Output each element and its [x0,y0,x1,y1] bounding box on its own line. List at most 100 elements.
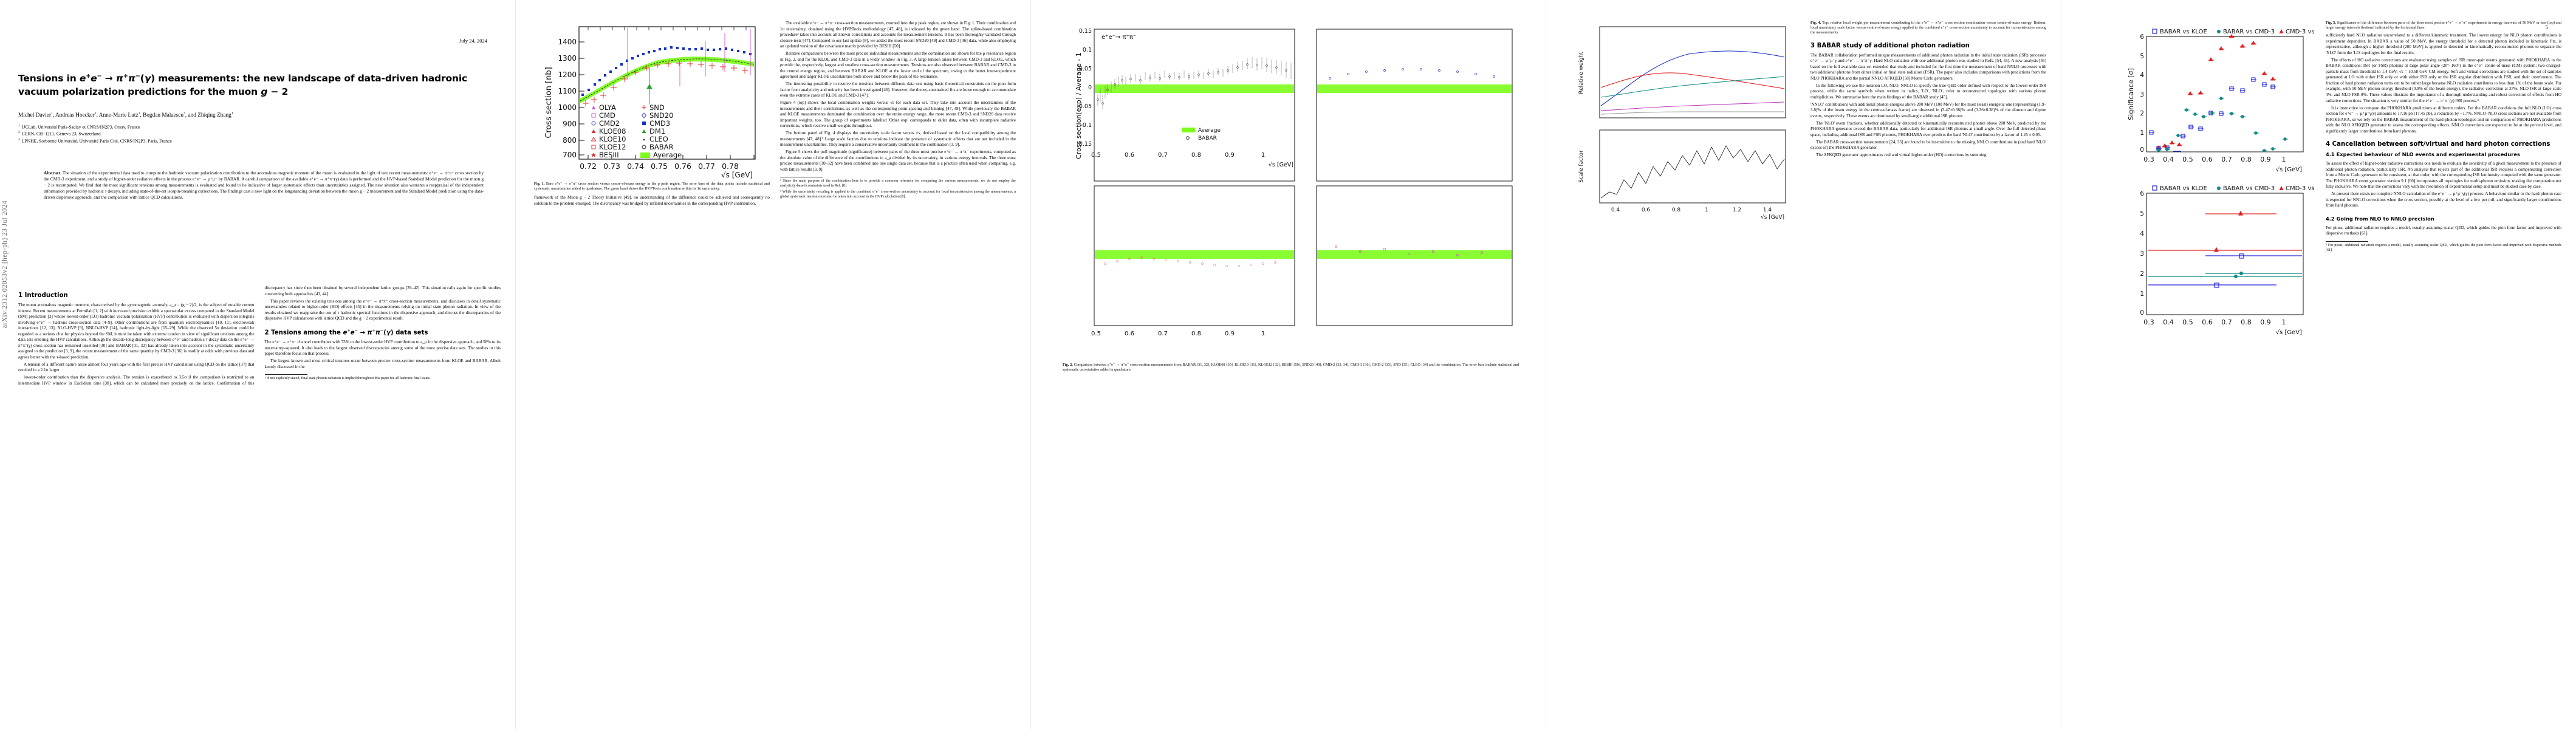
svg-text:0.6: 0.6 [2202,318,2213,326]
figure-2-caption-text: Comparison between e⁺e⁻ → π⁺π⁻ cross-sec… [1063,363,1519,372]
svg-text:Average: Average [1198,128,1221,134]
footnote-rule [264,374,307,375]
svg-text:1: 1 [2140,129,2144,137]
svg-text:KLOE08: KLOE08 [599,127,626,135]
svg-text:CLEO: CLEO [649,135,668,143]
section-heading-exp-soft: 4.1 Expected behaviour of NLO events and… [2326,151,2520,158]
svg-text:0.77: 0.77 [698,162,715,171]
preprint-date: July 24, 2024 [459,38,487,44]
page2-body: Cross section [nb] 1400 1300 1200 1100 100… [534,21,1016,716]
svg-text:0.8: 0.8 [2241,156,2252,163]
figure-4-caption-text: Top: relative local weight per measureme… [1810,21,2046,35]
svg-text:0.76: 0.76 [674,162,691,171]
svg-text:0.9: 0.9 [2260,156,2271,163]
svg-text:KLOE12: KLOE12 [599,143,626,151]
page-title: Tensions in e+e− → π+π−(γ) measurements:… [18,72,468,97]
svg-text:0.9: 0.9 [1225,152,1235,159]
svg-text:1: 1 [2140,290,2144,298]
folio: 5 [2545,24,2549,30]
figure-4-caption: Fig. 4. Top: relative local weight per m… [1810,21,2046,36]
svg-text:0.8: 0.8 [1191,330,1201,337]
svg-text:0.1: 0.1 [1083,47,1092,53]
svg-text:√s [GeV]: √s [GeV] [1761,214,1784,221]
figure-1-xlabel: √s [GeV] [721,171,753,179]
page-4: 4 Relative weight [1546,0,2061,729]
svg-text:0.7: 0.7 [1158,330,1168,337]
svg-text:BESIII: BESIII [599,151,619,159]
paragraph: At present there exists no complete NNLO… [2326,191,2561,208]
paragraph: The interesting possibility to resolve t… [780,81,1016,98]
svg-text:6: 6 [2140,190,2144,197]
paragraph: lowest-order contribution than the dispe… [18,286,501,386]
svg-text:√s [GeV]: √s [GeV] [1269,162,1293,168]
svg-text:-0.05: -0.05 [1077,103,1092,110]
figure-5-svg: BABAR vs KLOE BABAR vs CMD-3 CMD-3 vs KL… [2088,21,2315,361]
figure-2-svg: Cross section(exp) / Average - 1 0.15 0.1… [1063,21,1519,361]
svg-text:1000: 1000 [558,103,577,112]
svg-text:2: 2 [2140,110,2144,117]
page5-body: BABAR vs KLOE BABAR vs CMD-3 CMD-3 vs KL… [2080,21,2561,716]
svg-text:1200: 1200 [558,70,577,79]
section-heading-tensions: 2 Tensions among the e+e− → π+π−(γ) data… [264,328,428,336]
svg-text:SND: SND [649,103,665,112]
affiliation-text: IJCLab, Université Paris-Saclay et CNRS/… [21,124,140,130]
svg-text:0.6: 0.6 [1125,330,1134,337]
arxiv-stamp: arXiv:2312.02053v2 [hep-ph] 23 Jul 2024 [1,200,9,329]
figure-2-caption-label: Fig. 2. [1063,363,1073,367]
svg-text:0.9: 0.9 [2260,318,2271,326]
affiliation-list: 1 IJCLab, Université Paris-Saclay et CNRS… [18,124,501,145]
affiliation-item: 1 IJCLab, Université Paris-Saclay et CNRS… [18,124,501,131]
svg-text:CMD3: CMD3 [649,119,670,128]
affiliation-item: 2 CERN, CH–1211, Geneva 23, Switzerland [18,131,501,137]
page1-body: 1 Introduction The muon anomalous magnet… [18,286,501,716]
svg-text:0.5: 0.5 [2182,156,2193,163]
svg-text:Scale factor: Scale factor [1578,150,1584,183]
svg-text:BABAR vs CMD-3: BABAR vs CMD-3 [2223,29,2275,35]
svg-text:5: 5 [2140,53,2144,60]
paragraph: To assess the effect of higher-order rad… [2326,161,2561,190]
svg-text:1: 1 [1261,152,1265,159]
figure-2: Cross section(exp) / Average - 1 0.15 0.1… [1063,21,1519,372]
svg-text:0.5: 0.5 [2182,318,2193,326]
svg-text:0: 0 [2140,309,2144,317]
svg-text:0.15: 0.15 [1079,28,1092,35]
paragraph: It is instructive to compare the PHOKHAR… [2326,105,2561,134]
figure-5-xlabel-bottom: √s [GeV] [2276,329,2302,336]
paragraph: The available e⁺e⁻ → π⁺π⁻ cross-section … [780,21,1016,49]
svg-text:0.6: 0.6 [1642,207,1651,213]
page-3: 3 Cross section(exp) / Average - 1 0.150… [1030,0,1546,729]
svg-text:CMD-3 vs KLOE: CMD-3 vs KLOE [2286,29,2315,35]
svg-text:4: 4 [2140,72,2144,79]
paragraph: 'NNLO' contributions with additional pho… [1810,101,2046,118]
svg-text:0.8: 0.8 [2241,318,2252,326]
figure-1-caption: Fig. 1. Bare e⁺e⁻ → π⁺π⁻ cross section v… [534,182,770,191]
svg-text:BABAR vs KLOE: BABAR vs KLOE [2160,185,2207,192]
section-heading-babar-photon: 3 BABAR study of additional photon radia… [1810,42,1970,49]
svg-text:1: 1 [2282,156,2286,163]
svg-text:Average: Average [653,151,682,159]
figure-4-svg: Relative weight Scale factor 0.4 0.6 0.8 [1573,21,1792,221]
svg-text:0.6: 0.6 [2202,156,2213,163]
paragraph: framework of the Muon g − 2 Theory Initi… [534,195,770,206]
figure-1-caption-text: Bare e⁺e⁻ → π⁺π⁻ cross section versus ce… [534,182,770,191]
paragraph: sufficiently hard NLO radiation uncorrel… [2326,33,2561,55]
page-5: 5 BABAR vs KLOE BABAR vs CMD-3 CMD-3 vs … [2061,0,2576,729]
svg-text:5: 5 [2140,210,2144,217]
paragraph: The largest known and most critical tens… [264,358,501,369]
figure-5-caption: Fig. 5. Significance of the difference b… [2326,21,2561,30]
svg-text:0.5: 0.5 [1091,330,1101,337]
page4-body: Relative weight Scale factor 0.4 0.6 0.8 [1564,21,2046,716]
svg-text:e⁺e⁻→ π⁺π⁻: e⁺e⁻→ π⁺π⁻ [1101,34,1136,41]
svg-text:2: 2 [2140,270,2144,278]
svg-text:KLOE10: KLOE10 [599,135,626,143]
figure-1: Cross section [nb] 1400 1300 1200 1100 100… [534,21,770,191]
figure-2-caption: Fig. 2. Comparison between e⁺e⁻ → π⁺π⁻ c… [1063,363,1519,372]
affiliation-text: CERN, CH–1211, Geneva 23, Switzerland [21,131,101,137]
paragraph: This paper reviews the existing tensions… [264,298,501,321]
svg-text:BABAR: BABAR [649,143,674,151]
paragraph: The bottom panel of Fig. 4 displays the … [780,131,1016,148]
svg-text:700: 700 [563,151,577,159]
svg-text:1.2: 1.2 [1733,207,1741,213]
svg-text:0.4: 0.4 [2163,318,2174,326]
